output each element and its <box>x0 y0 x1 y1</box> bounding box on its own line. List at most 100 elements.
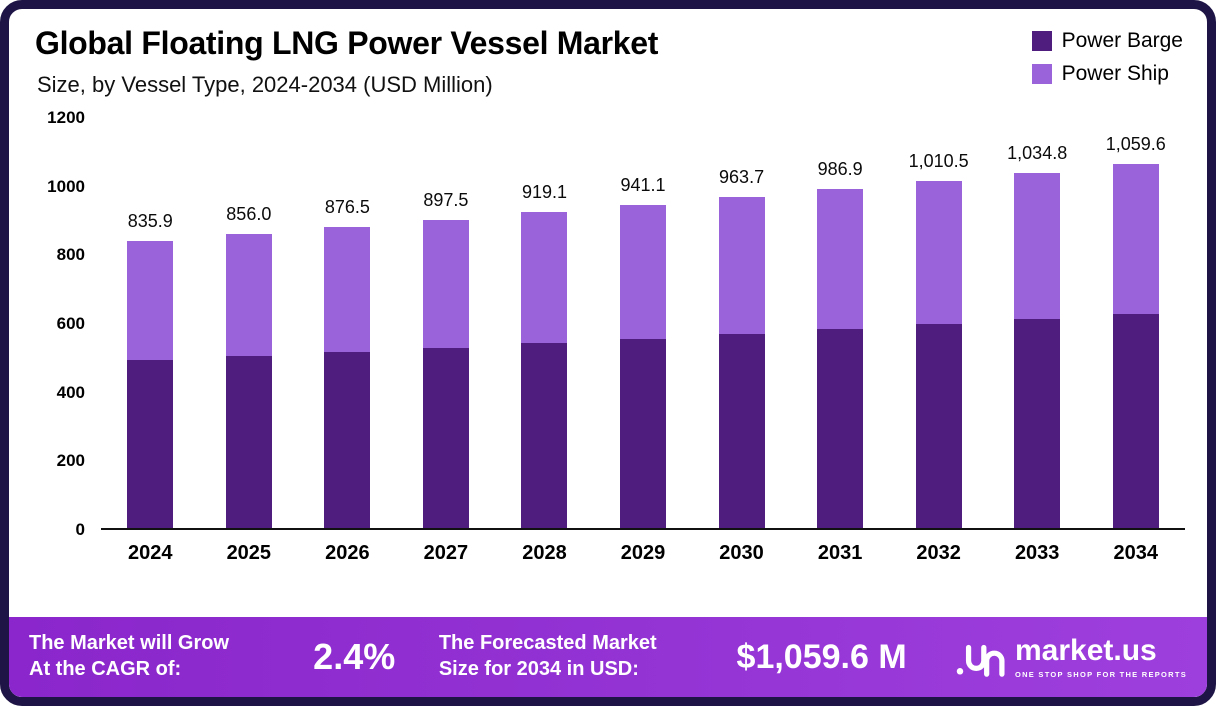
bar-segment-power-barge <box>620 338 666 528</box>
bar-stack <box>915 181 962 528</box>
bar-segment-power-ship <box>127 241 174 360</box>
legend-item-power-ship: Power Ship <box>1031 62 1183 86</box>
x-axis-label: 2026 <box>325 542 370 564</box>
bar-segment-power-ship <box>915 181 962 324</box>
bar-group: 835.9 <box>101 118 200 528</box>
bar-stack <box>127 241 174 528</box>
legend-swatch-power-ship <box>1031 64 1052 84</box>
bar-segment-power-barge <box>225 356 272 528</box>
x-axis-label: 2028 <box>522 542 567 564</box>
bar-stack <box>620 204 666 528</box>
x-axis-label: 2030 <box>719 542 764 564</box>
bar-stack <box>1014 172 1061 528</box>
page-subtitle: Size, by Vessel Type, 2024-2034 (USD Mil… <box>37 72 493 97</box>
bar-total-label: 919.1 <box>521 182 567 203</box>
bar-segment-power-barge <box>915 323 962 528</box>
x-axis-label: 2033 <box>1014 542 1060 564</box>
forecast-value: $1,059.6 M <box>736 637 907 676</box>
bar-segment-power-barge <box>422 347 469 528</box>
bar-segment-power-ship <box>620 204 666 339</box>
y-tick-label: 800 <box>56 245 85 265</box>
marketus-logo: market.us ONE STOP SHOP FOR THE REPORTS <box>955 633 1187 679</box>
bar-stack <box>718 197 765 528</box>
bar-group: 876.5 <box>298 118 397 528</box>
marketus-logo-icon <box>956 644 1005 677</box>
bar-group: 941.1 <box>594 118 693 528</box>
bar-segment-power-ship <box>521 212 568 343</box>
bar-segment-power-ship <box>718 197 765 335</box>
bar-segment-power-ship <box>422 219 469 348</box>
x-axis: 2024 2025 2026 2027 2028 2029 2030 2031 2032 2033… <box>101 542 1185 565</box>
y-axis: 1200 1000 800 600 400 200 0 <box>25 108 101 540</box>
bar-group: 856.0 <box>200 118 299 528</box>
x-axis-label: 2029 <box>620 542 666 564</box>
bar-total-label: 897.5 <box>423 189 469 210</box>
bar-group: 1,034.8 <box>988 118 1087 528</box>
bar-total-label: 1,010.5 <box>908 151 969 172</box>
y-tick-label: 1200 <box>47 108 85 127</box>
bar-segment-power-ship <box>1112 164 1159 315</box>
x-axis-label: 2024 <box>128 542 173 564</box>
bar-stack <box>521 212 568 528</box>
bar-total-label: 876.5 <box>324 197 370 218</box>
bar-segment-power-barge <box>1112 314 1159 528</box>
bar-group: 1,059.6 <box>1086 118 1185 528</box>
bar-segment-power-barge <box>718 334 765 528</box>
bar-stack <box>225 234 272 528</box>
bar-group: 986.9 <box>791 118 890 528</box>
chart-body: 1200 1000 800 600 400 200 0 835.9 856.0 876.5 897… <box>25 108 1185 539</box>
bar-total-label: 1,059.6 <box>1105 134 1166 155</box>
x-axis-label: 2032 <box>916 542 961 564</box>
x-axis-label: 2027 <box>423 542 469 564</box>
cagr-value: 2.4% <box>313 636 396 677</box>
legend-label-power-barge: Power Barge <box>1061 29 1183 52</box>
plot-area: 835.9 856.0 876.5 897.5 919.1 941.1 963.7 986.9… <box>101 118 1185 530</box>
header: Global Floating LNG Power Vessel Market … <box>9 9 1207 98</box>
bar-segment-power-barge <box>1014 319 1061 528</box>
page-title: Global Floating LNG Power Vessel Market <box>35 25 659 61</box>
bar-segment-power-barge <box>817 328 864 528</box>
bar-total-label: 1,034.8 <box>1007 142 1068 163</box>
bar-segment-power-ship <box>225 234 272 357</box>
bar-segment-power-barge <box>324 352 371 528</box>
y-tick-label: 1000 <box>47 176 85 196</box>
legend-item-power-barge: Power Barge <box>1031 29 1183 53</box>
forecast-label: The Forecasted Market Size for 2034 in U… <box>438 632 657 680</box>
bar-group: 963.7 <box>692 118 791 528</box>
bar-stack <box>817 189 864 528</box>
bar-total-label: 941.1 <box>620 174 666 195</box>
x-axis-label: 2031 <box>817 542 863 564</box>
legend-label-power-ship: Power Ship <box>1061 62 1169 85</box>
bar-group: 919.1 <box>495 118 594 528</box>
bar-stack <box>1112 164 1159 528</box>
brand-name: market.us <box>1014 633 1157 667</box>
footer-banner: The Market will Grow At the CAGR of: 2.4… <box>9 617 1207 697</box>
x-axis-label: 2034 <box>1113 542 1158 564</box>
y-tick-label: 400 <box>56 382 85 402</box>
bar-total-label: 856.0 <box>226 204 272 225</box>
bar-stack <box>422 219 469 528</box>
bar-stack <box>324 227 371 528</box>
y-tick-label: 200 <box>56 451 85 471</box>
legend-swatch-power-barge <box>1031 31 1052 51</box>
bar-group: 897.5 <box>397 118 496 528</box>
y-tick-label: 600 <box>56 313 85 333</box>
bar-segment-power-ship <box>1014 172 1061 320</box>
title-block: Global Floating LNG Power Vessel Market … <box>35 25 658 98</box>
x-axis-label: 2025 <box>226 542 272 564</box>
chart-area: 1200 1000 800 600 400 200 0 835.9 856.0 876.5 897… <box>9 98 1207 565</box>
bar-total-label: 835.9 <box>127 211 173 232</box>
legend: Power Barge Power Ship <box>1031 25 1183 86</box>
cagr-label: The Market will Grow At the CAGR of: <box>29 632 230 680</box>
bar-total-label: 963.7 <box>719 167 765 188</box>
bar-segment-power-ship <box>324 227 371 353</box>
bar-segment-power-ship <box>817 189 864 329</box>
bar-group: 1,010.5 <box>889 118 988 528</box>
brand-tagline: ONE STOP SHOP FOR THE REPORTS <box>1014 669 1187 679</box>
y-tick-label: 0 <box>75 519 85 539</box>
bar-total-label: 986.9 <box>817 159 863 180</box>
bar-segment-power-barge <box>521 342 568 528</box>
brand-text: market.us ONE STOP SHOP FOR THE REPORTS <box>1014 633 1187 679</box>
bar-segment-power-barge <box>127 359 174 528</box>
